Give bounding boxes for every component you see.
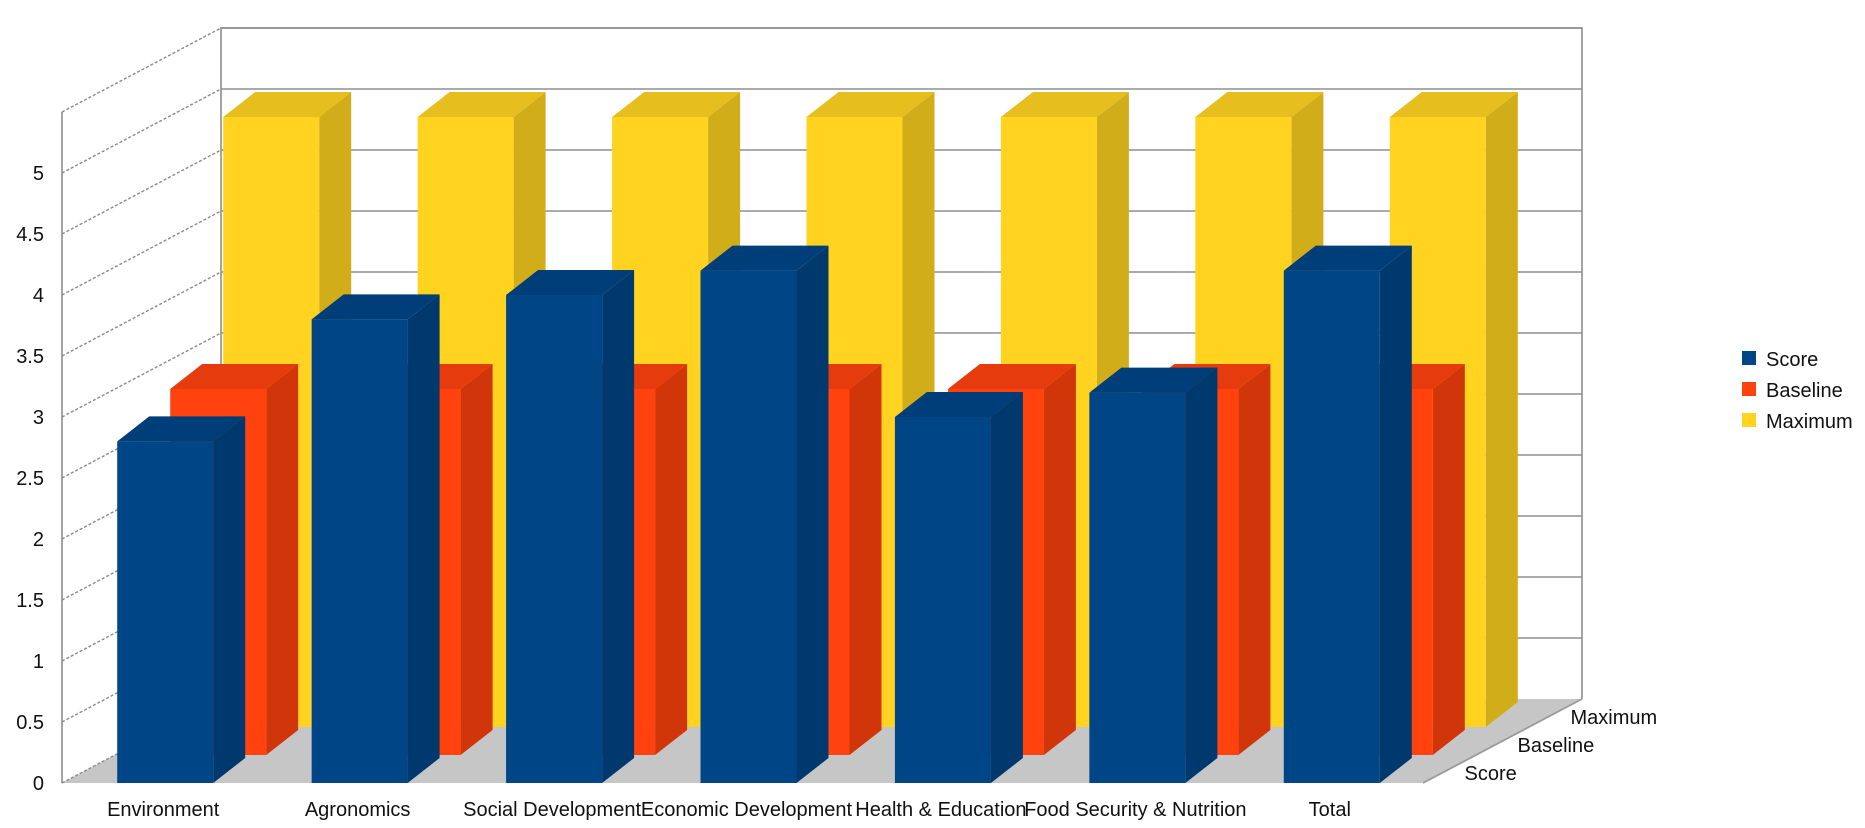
legend-swatch-maximum [1742, 413, 1756, 427]
bar-score-health-and-education [894, 392, 1023, 783]
bar-score-economic-development [700, 245, 829, 784]
bar-side-face [602, 270, 635, 783]
bar-side-face [460, 364, 493, 755]
legend-label-baseline: Baseline [1766, 380, 1843, 402]
y-tick-label: 1 [33, 651, 44, 673]
bar-top-face [1195, 92, 1324, 117]
y-tick-label: 5 [33, 163, 44, 185]
y-tick-label: 3.5 [16, 346, 44, 368]
bar-side-face [1238, 364, 1271, 755]
x-tick-label-economic-development: Economic Development [641, 799, 853, 821]
x-axis-category-labels: Environment Agronomics Social Development E… [107, 799, 1351, 821]
bar-top-face [117, 416, 246, 442]
x-tick-label-environment: Environment [107, 799, 220, 821]
x-tick-label-social-development: Social Development [463, 799, 641, 821]
bar-top-face [1089, 367, 1218, 393]
side-wall-gridline [61, 210, 222, 296]
bar-front-face [1283, 270, 1380, 784]
legend-label-maximum: Maximum [1766, 411, 1853, 433]
bar-side-face [990, 392, 1023, 783]
y-tick-label: 3 [33, 407, 44, 429]
y-axis-ticks: 0 0.5 1 1.5 2 2.5 3 3.5 4 4.5 5 [16, 163, 44, 795]
bar-side-face [266, 364, 299, 755]
bar-side-face [1485, 92, 1518, 727]
legend-swatch-baseline [1742, 382, 1756, 396]
y-tick-label: 2 [33, 529, 44, 551]
bar-score-total [1283, 245, 1412, 784]
bar-side-face [796, 245, 829, 784]
bar-top-face [806, 92, 935, 117]
x-tick-label-agronomics: Agronomics [305, 799, 411, 821]
bar-front-face [506, 295, 603, 783]
side-wall-gridline [61, 88, 222, 174]
bar-side-face [407, 294, 440, 783]
bar-top-face [311, 294, 440, 320]
bar-side-face [1432, 364, 1465, 755]
bar-side-face [1379, 245, 1412, 784]
depth-label-maximum: Maximum [1571, 707, 1658, 729]
x-tick-label-total: Total [1309, 799, 1351, 821]
y-tick-label: 4 [33, 285, 44, 307]
bar-side-face [849, 364, 882, 755]
bar-top-face [1283, 245, 1412, 271]
bar-top-face [223, 92, 352, 117]
bar-top-face [1389, 92, 1518, 117]
side-wall-gridline [61, 27, 222, 113]
y-tick-label: 2.5 [16, 468, 44, 490]
bar-score-food-security-and-nutrition [1089, 367, 1218, 783]
y-tick-label: 4.5 [16, 224, 44, 246]
side-wall-gridline [61, 271, 222, 357]
bar-side-face [1185, 367, 1218, 783]
bar-score-agronomics [311, 294, 440, 783]
bar-front-face [1089, 392, 1186, 783]
bar-top-face [947, 364, 1076, 389]
bar-score-social-development [506, 270, 635, 783]
x-tick-label-health-and-education: Health & Education [855, 799, 1026, 821]
x-tick-label-food-security-and-nutrition: Food Security & Nutrition [1024, 799, 1246, 821]
bar-side-face [1043, 364, 1076, 755]
depth-label-score: Score [1465, 763, 1517, 785]
side-wall-gridline [61, 149, 222, 235]
bar-side-face [655, 364, 688, 755]
bar-score-environment [117, 416, 246, 783]
legend-swatch-score [1742, 351, 1756, 365]
depth-label-baseline: Baseline [1518, 735, 1595, 757]
y-tick-label: 1.5 [16, 590, 44, 612]
bar-top-face [170, 364, 299, 389]
bar-top-face [700, 245, 829, 271]
y-tick-label: 0 [33, 773, 44, 795]
y-tick-label: 0.5 [16, 712, 44, 734]
bar-top-face [894, 392, 1023, 417]
bar-front-face [311, 319, 408, 783]
chart-bars [117, 92, 1518, 784]
floor-right-edge [1422, 698, 1583, 784]
bar-front-face [894, 417, 991, 783]
bar-front-face [700, 270, 797, 784]
bar-top-face [1000, 92, 1129, 117]
bar-top-face [417, 92, 546, 117]
bar-front-face [117, 441, 214, 783]
legend-label-score: Score [1766, 349, 1818, 371]
bar-side-face [213, 416, 246, 783]
bar-top-face [506, 270, 635, 295]
legend: Score Baseline Maximum [1742, 349, 1853, 433]
bar-top-face [612, 92, 741, 117]
